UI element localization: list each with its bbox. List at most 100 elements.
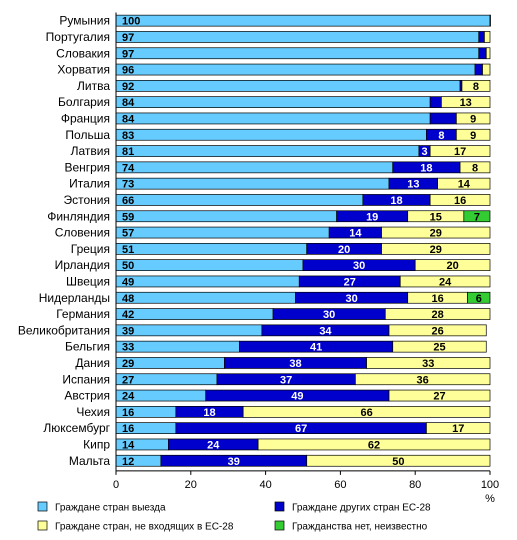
value-label: 8 — [472, 162, 478, 174]
value-label: 30 — [323, 309, 335, 321]
bar-segment — [399, 275, 491, 288]
value-label: 27 — [433, 391, 445, 403]
value-label: 9 — [470, 113, 476, 125]
value-label: 8 — [473, 81, 479, 93]
category-label: Мальта — [69, 454, 110, 468]
bar-segment — [242, 406, 491, 418]
bar-segment — [366, 357, 491, 369]
bar-segment — [115, 128, 427, 141]
value-label: 34 — [319, 325, 332, 337]
value-label: 57 — [122, 228, 134, 240]
bar-segment — [381, 226, 491, 239]
bar-segment — [463, 210, 491, 223]
bar-segment — [115, 275, 300, 288]
legend-entry: Граждане стран, не входящих в ЕС-28 — [55, 522, 234, 533]
value-label: 84 — [122, 97, 135, 109]
legend-swatch — [274, 520, 285, 531]
legend-swatch — [37, 501, 48, 512]
value-label: 24 — [122, 391, 135, 403]
value-label: 24 — [439, 276, 452, 288]
value-label: 62 — [368, 439, 380, 451]
value-label: 13 — [407, 179, 419, 191]
bar-segment — [489, 14, 491, 27]
bar-segment — [115, 145, 420, 157]
value-label: 16 — [122, 407, 134, 419]
legend-entry: Гражданства нет, неизвестно — [292, 522, 428, 533]
value-label: 42 — [122, 309, 134, 321]
legend: Граждане стран выезда Граждане других стр… — [37, 501, 431, 533]
value-label: 25 — [433, 342, 445, 354]
bar-segment — [115, 308, 274, 320]
bar-segment — [115, 291, 296, 304]
value-label: 7 — [474, 211, 480, 223]
value-label: 14 — [122, 439, 135, 451]
value-label: 3 — [421, 146, 427, 158]
value-label: 49 — [291, 391, 303, 403]
bar-segment — [115, 63, 476, 76]
bar-segment — [115, 340, 240, 353]
value-label: 24 — [207, 439, 220, 451]
bar-segment — [115, 210, 338, 223]
bar-segment — [441, 96, 491, 109]
x-axis: 0 20 40 60 80 100% — [113, 12, 499, 505]
value-label: 28 — [432, 309, 444, 321]
bar-segment — [257, 438, 491, 451]
category-label: Латвия — [71, 144, 110, 158]
category-label: Болгария — [58, 95, 110, 109]
bar-segment — [429, 96, 442, 109]
category-label: Испания — [62, 372, 110, 386]
bar-segment — [482, 63, 491, 76]
bar-segment — [115, 47, 480, 60]
value-label: 50 — [392, 456, 404, 468]
value-label: 51 — [122, 244, 134, 256]
category-label: Греция — [71, 242, 110, 256]
value-label: 6 — [476, 293, 482, 305]
value-label: 17 — [454, 146, 466, 158]
value-label: 39 — [228, 456, 240, 468]
value-label: 29 — [122, 358, 134, 370]
category-label: Ирландия — [55, 258, 110, 272]
bar-segment — [115, 177, 390, 190]
bar-segment — [455, 128, 491, 141]
x-tick-label: 100 — [481, 479, 499, 491]
value-label: 18 — [420, 162, 432, 174]
category-label: Бельгия — [65, 340, 110, 354]
bar-segment — [115, 31, 480, 43]
bar-segment — [429, 194, 491, 206]
category-label: Венгрия — [64, 160, 110, 174]
value-label: 20 — [338, 244, 350, 256]
value-label: 33 — [122, 342, 134, 354]
value-label: 66 — [122, 195, 134, 207]
bar-segment — [115, 79, 461, 92]
legend-entry: Граждане стран выезда — [55, 503, 166, 514]
bar-segment — [437, 177, 491, 190]
value-label: 48 — [122, 293, 134, 305]
value-label: 8 — [438, 130, 444, 142]
bar-segment — [484, 31, 491, 43]
bar-segment — [388, 389, 491, 402]
value-label: 59 — [122, 211, 134, 223]
bar-segment — [115, 96, 431, 109]
category-label: Италия — [69, 177, 110, 191]
value-label: 16 — [432, 293, 444, 305]
value-label: 37 — [280, 374, 292, 386]
bar-segment — [478, 47, 487, 60]
value-label: 81 — [122, 146, 134, 158]
value-label: 18 — [390, 195, 402, 207]
bar-segment — [392, 340, 487, 353]
value-label: 97 — [122, 48, 134, 60]
x-tick-label: 40 — [259, 479, 271, 491]
bars-layer — [115, 14, 491, 467]
value-label: 74 — [122, 162, 135, 174]
category-label: Эстония — [64, 193, 111, 207]
value-label: 17 — [452, 423, 464, 435]
value-label: 29 — [430, 228, 442, 240]
category-label: Нидерланды — [39, 291, 110, 305]
legend-entry: Граждане других стран ЕС-28 — [292, 503, 431, 514]
category-label: Финляндия — [47, 209, 110, 223]
value-label: 16 — [454, 195, 466, 207]
bar-segment — [115, 14, 491, 27]
category-label: Франция — [61, 111, 110, 125]
bar-segment — [414, 259, 491, 271]
category-label: Кипр — [83, 437, 110, 451]
